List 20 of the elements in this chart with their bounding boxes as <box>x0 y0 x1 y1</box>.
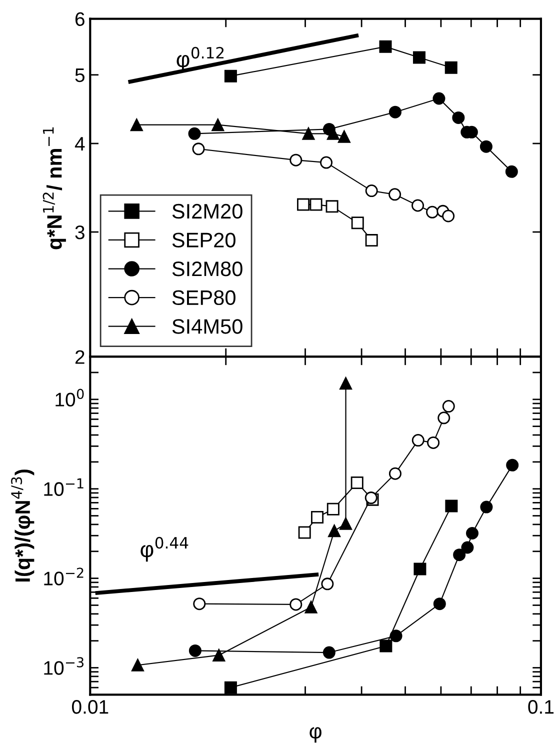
legend-label: SI2M20 <box>172 204 242 219</box>
y-tick-label: 10$^{0}$ <box>56 388 84 406</box>
x-axis-title: φ <box>310 727 322 743</box>
x-tick-label: 0.1 <box>528 700 554 714</box>
y-tick-label: 10$^{−3}$ <box>44 657 84 675</box>
y-tick-label: 10$^{−2}$ <box>44 568 84 586</box>
y-axis-title: q*N$^{1/2}$/ nm$^{−1}$ <box>42 127 66 250</box>
y-tick-label: 3 <box>75 225 84 240</box>
y-tick-label: 4 <box>74 137 85 151</box>
y-axis-title: I(q*)/(φN$^{4/3}$) <box>11 470 34 582</box>
legend-label: SI4M50 <box>172 319 242 334</box>
annotation: φ$^{0.44}$ <box>140 536 188 562</box>
y-tick-label: 5 <box>75 68 84 82</box>
x-tick-label: 0.01 <box>72 700 108 714</box>
y-tick-label: 2 <box>75 350 84 364</box>
legend-label: SI2M80 <box>172 262 242 276</box>
y-tick-label: 10$^{−1}$ <box>44 478 84 496</box>
y-tick-label: 6 <box>75 12 84 26</box>
legend-label: SEP20 <box>172 232 236 248</box>
legend-label: SEP80 <box>172 290 236 306</box>
